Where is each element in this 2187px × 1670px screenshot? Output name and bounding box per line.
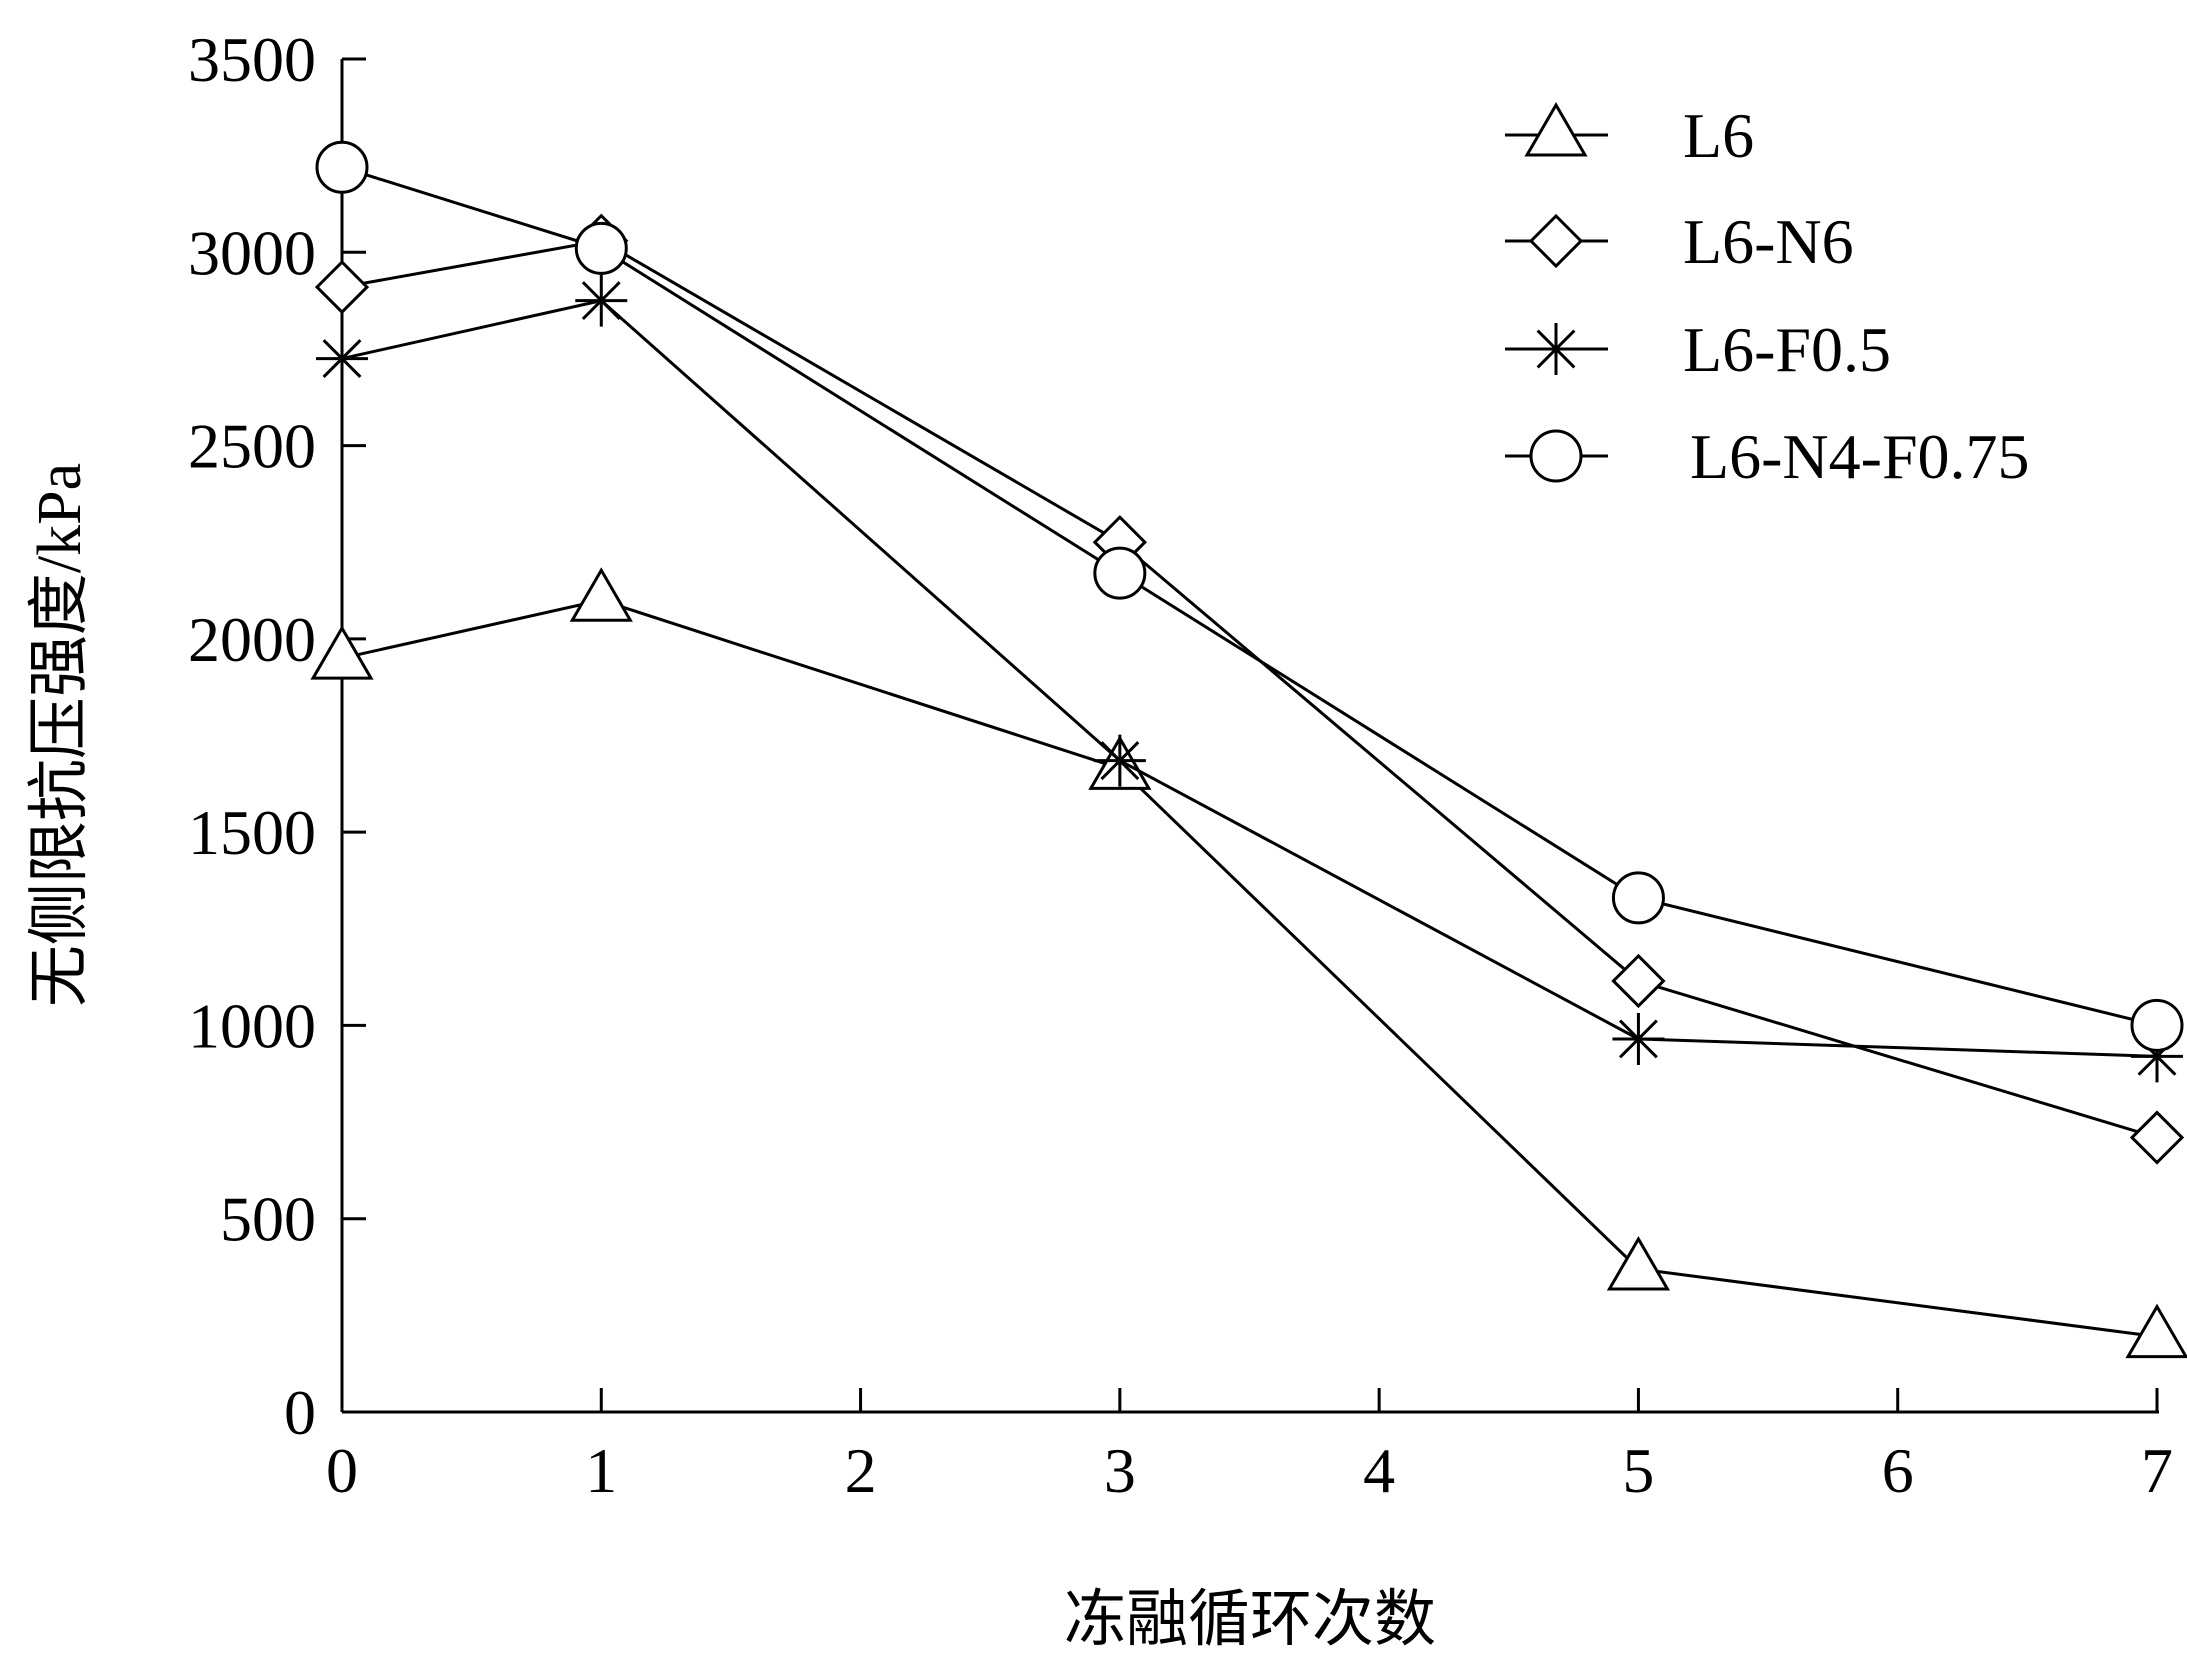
asterisk-marker	[2131, 1030, 2183, 1083]
triangle-marker	[310, 625, 374, 680]
circle-marker	[1529, 429, 1583, 483]
y-tick-label: 2500	[188, 411, 316, 482]
y-tick-label: 2000	[188, 604, 316, 675]
asterisk-marker	[1530, 323, 1582, 375]
y-tick-label: 1000	[188, 990, 316, 1061]
x-tick-label: 1	[585, 1435, 617, 1506]
y-axis-label: 无侧限抗压强度/kPa	[26, 463, 94, 1007]
series-line	[341, 298, 2158, 1058]
y-tick-label: 0	[284, 1377, 316, 1448]
circle-marker	[315, 140, 369, 194]
legend-item: L6-N4-F0.75	[1505, 421, 2030, 492]
legend-label: L6-F0.5	[1683, 314, 1891, 385]
diamond-marker	[2129, 1110, 2185, 1165]
asterisk-marker	[575, 274, 628, 327]
asterisk-marker	[1612, 1012, 1665, 1065]
legend-item: L6-N6	[1505, 206, 1854, 277]
circle-marker	[2130, 998, 2184, 1052]
series-l6-f05	[316, 274, 2183, 1083]
x-tick-label: 6	[1882, 1435, 1914, 1506]
x-tick-label: 3	[1104, 1435, 1136, 1506]
circle-marker	[1611, 871, 1665, 925]
y-tick-label: 1500	[188, 797, 316, 868]
x-tick-label: 2	[845, 1435, 877, 1506]
y-tick-label: 3000	[188, 217, 316, 288]
triangle-marker	[2125, 1303, 2187, 1359]
legend-label: L6-N4-F0.75	[1690, 421, 2030, 492]
x-tick-label: 4	[1363, 1435, 1395, 1506]
series-group	[310, 140, 2187, 1359]
circle-marker	[1093, 546, 1147, 600]
x-axis-label: 冻融循环次数	[1064, 1586, 1436, 1654]
legend-label: L6	[1683, 100, 1754, 171]
x-tick-label: 5	[1622, 1435, 1654, 1506]
axes: 0 500 1000 1500 2000 2500 3000 3500 0 1 2 3 4 5 6 7	[188, 24, 2173, 1506]
diamond-marker	[1611, 953, 1666, 1009]
circle-marker	[574, 221, 628, 275]
series-l6-n4-f075	[315, 140, 2184, 1052]
diamond-marker	[1528, 213, 1584, 269]
x-tick-label: 7	[2141, 1435, 2173, 1506]
asterisk-marker	[1093, 734, 1146, 787]
triangle-marker	[1606, 1235, 1671, 1291]
triangle-marker	[569, 567, 633, 622]
legend-item: L6	[1505, 100, 1754, 171]
series-line	[341, 598, 2158, 1339]
series-l6-n6	[314, 213, 2185, 1165]
y-tick-label: 3500	[188, 24, 316, 95]
asterisk-marker	[316, 332, 368, 385]
diamond-marker	[314, 259, 370, 315]
triangle-marker	[1524, 102, 1588, 157]
legend-item: L6-F0.5	[1505, 314, 1891, 385]
legend: L6 L6-N6 L6-F0.5 L6-N4-F0.75	[1505, 100, 2030, 492]
x-tick-label: 0	[326, 1435, 358, 1506]
legend-label: L6-N6	[1683, 206, 1854, 277]
y-tick-label: 500	[220, 1184, 316, 1255]
